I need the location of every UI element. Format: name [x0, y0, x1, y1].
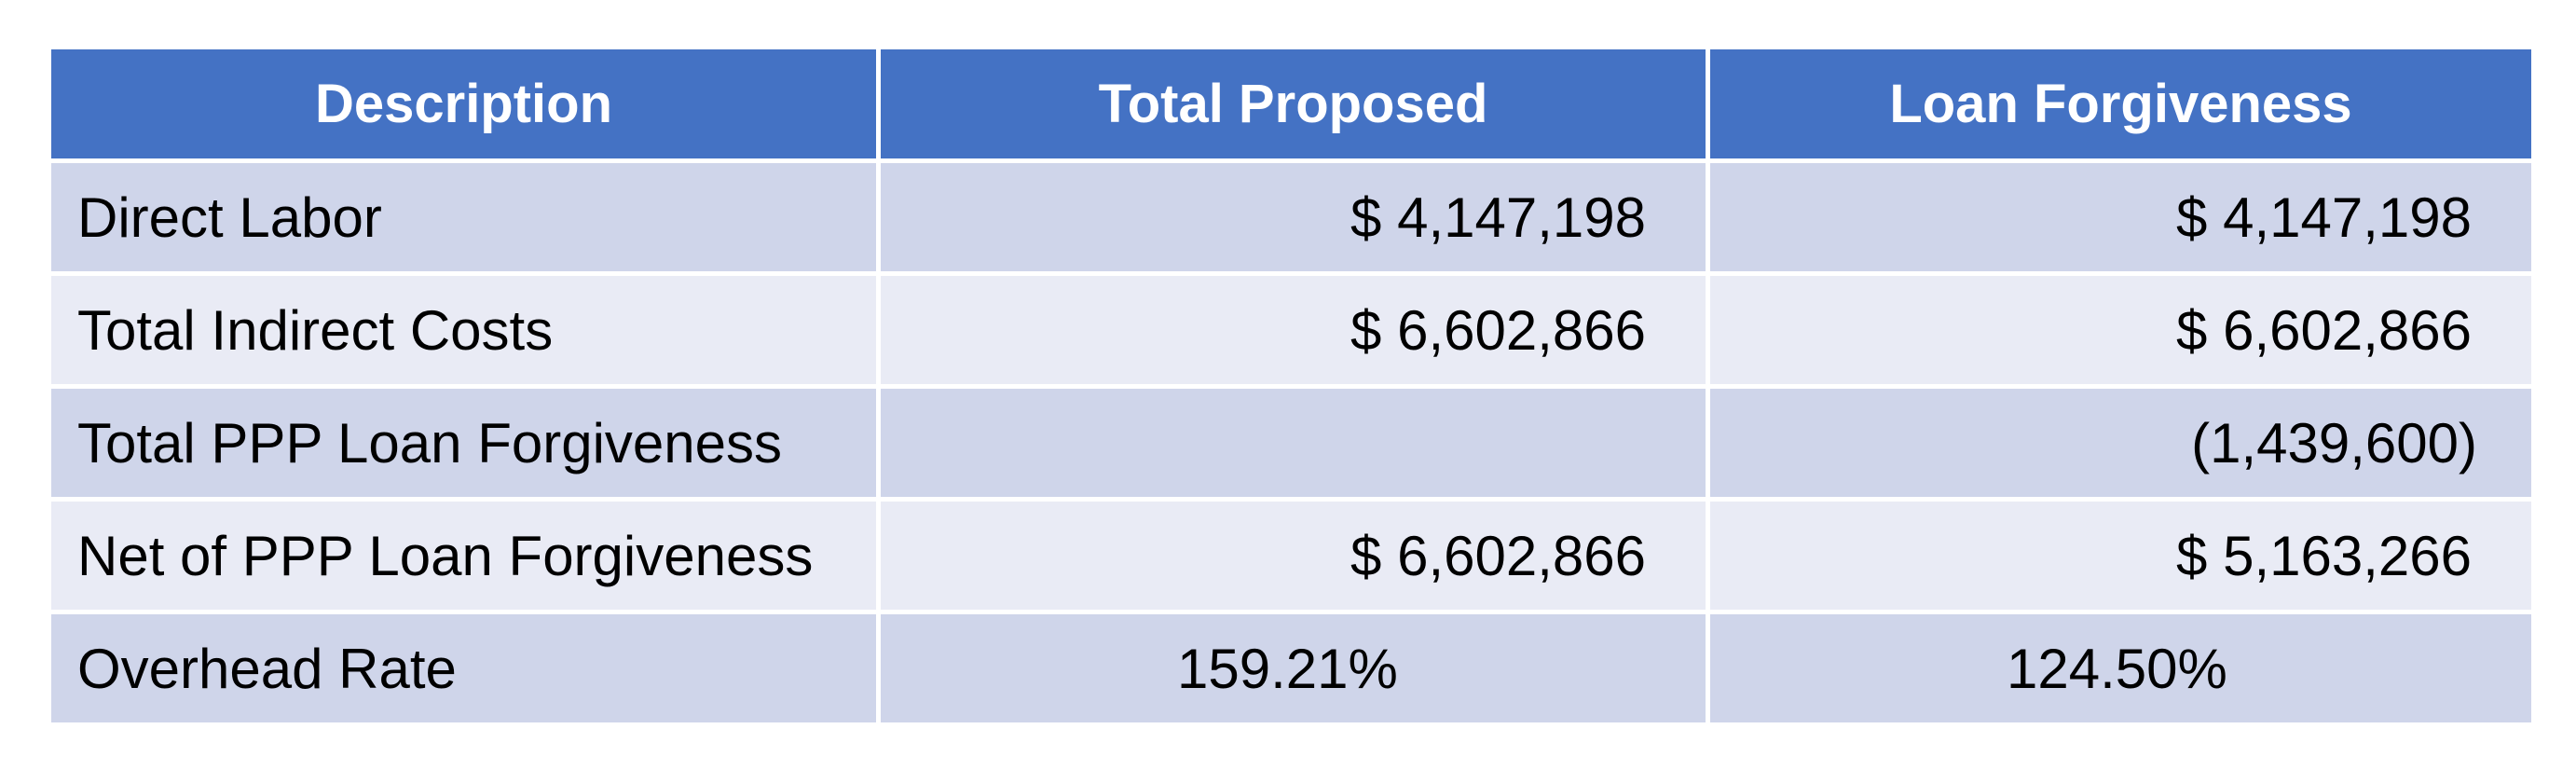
cost-table-container: Description Total Proposed Loan Forgiven… — [47, 45, 2536, 727]
row-description: Total PPP Loan Forgiveness — [47, 384, 881, 502]
row-loan-forgiveness: $ 4,147,198 — [1706, 158, 2536, 276]
row-total-proposed: $ 4,147,198 — [876, 158, 1710, 276]
row-loan-forgiveness: 124.50% — [1706, 610, 2536, 727]
row-loan-forgiveness: $ 6,602,866 — [1706, 271, 2536, 389]
table-row: Net of PPP Loan Forgiveness $ 6,602,866 … — [47, 497, 2536, 614]
row-description: Overhead Rate — [47, 610, 881, 727]
row-total-proposed: $ 6,602,866 — [876, 271, 1710, 389]
header-loan-forgiveness: Loan Forgiveness — [1706, 45, 2536, 163]
row-description: Total Indirect Costs — [47, 271, 881, 389]
row-total-proposed: $ 6,602,866 — [876, 497, 1710, 614]
table-row: Total PPP Loan Forgiveness (1,439,600) — [47, 384, 2536, 502]
header-description: Description — [47, 45, 881, 163]
row-description: Direct Labor — [47, 158, 881, 276]
row-description: Net of PPP Loan Forgiveness — [47, 497, 881, 614]
table-row: Overhead Rate 159.21% 124.50% — [47, 610, 2536, 727]
table-row: Direct Labor $ 4,147,198 $ 4,147,198 — [47, 158, 2536, 276]
cost-table: Description Total Proposed Loan Forgiven… — [47, 45, 2536, 727]
row-total-proposed: 159.21% — [876, 610, 1710, 727]
row-loan-forgiveness: (1,439,600) — [1706, 384, 2536, 502]
table-header-row: Description Total Proposed Loan Forgiven… — [47, 45, 2536, 163]
row-loan-forgiveness: $ 5,163,266 — [1706, 497, 2536, 614]
row-total-proposed — [876, 384, 1710, 502]
table-row: Total Indirect Costs $ 6,602,866 $ 6,602… — [47, 271, 2536, 389]
header-total-proposed: Total Proposed — [876, 45, 1710, 163]
